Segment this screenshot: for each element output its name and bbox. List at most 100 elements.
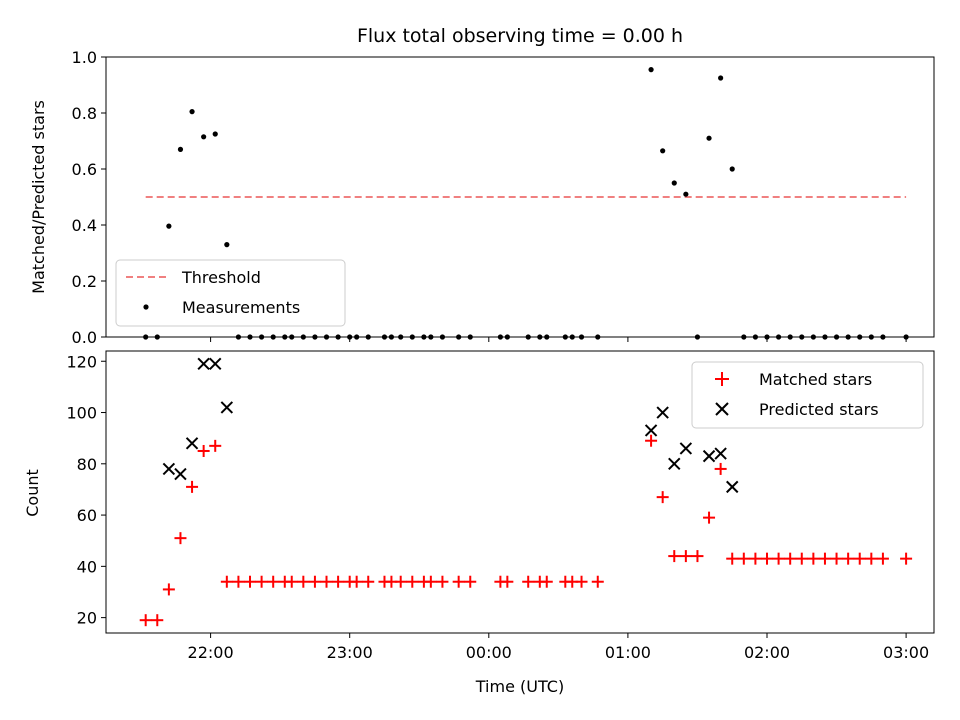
measurement-point: [683, 191, 689, 197]
matched-star-point: [876, 552, 889, 565]
bottom-panel: 20 40 60 80 100 120 22:00 23:00 00:00 01:00 02:00…: [23, 350, 935, 696]
top-axes-frame: [105, 56, 935, 338]
matched-star-point: [406, 575, 419, 588]
legend-threshold-label: Threshold: [181, 268, 261, 287]
matched-star-point: [656, 491, 669, 504]
top-legend: Threshold Measurements: [115, 259, 346, 327]
measurement-point: [660, 148, 666, 154]
matched-star-point: [575, 575, 588, 588]
predicted-star-point: [162, 462, 176, 476]
matched-star-point: [714, 462, 727, 475]
top-y-tick-label: 0.6: [72, 160, 97, 179]
top-y-ticks: 0.0 0.2 0.4 0.6 0.8 1.0: [72, 48, 106, 347]
matched-star-point: [749, 552, 762, 565]
top-y-tick-label: 0.4: [72, 216, 97, 235]
matched-star-point: [853, 552, 866, 565]
matched-star-point: [394, 575, 407, 588]
top-y-tick-label: 0.2: [72, 272, 97, 291]
matched-star-point: [865, 552, 878, 565]
matched-star-point: [197, 444, 210, 457]
matched-star-point: [244, 575, 257, 588]
matched-star-point: [139, 614, 152, 627]
top-y-tick-label: 0.8: [72, 104, 97, 123]
predicted-star-point: [714, 447, 727, 460]
predicted-star-point: [197, 357, 210, 371]
bottom-x-tick-label: 02:00: [744, 643, 790, 662]
predicted-star-point: [668, 457, 681, 471]
matched-star-point: [308, 575, 321, 588]
top-panel: Flux total observing time = 0.00 h 0.00.…: [29, 25, 935, 347]
legend-matched-swatch: [715, 372, 729, 386]
chart-title: Flux total observing time = 0.00 h: [357, 25, 683, 47]
top-y-tick-label: 0.0: [72, 328, 97, 347]
matched-star-point: [162, 583, 175, 596]
predicted-star-point: [726, 480, 739, 494]
matched-star-point: [591, 575, 604, 588]
matched-star-point: [267, 575, 280, 588]
matched-star-point: [452, 575, 465, 588]
matched-star-point: [737, 552, 750, 565]
measurement-point: [224, 242, 230, 248]
top-y-axis-label: Matched/Predicted stars: [29, 100, 48, 294]
bottom-y-axis-label: Count: [23, 469, 42, 517]
measurement-point: [177, 146, 184, 152]
measurement-point: [201, 134, 207, 140]
legend-predicted-swatch: [715, 402, 729, 416]
measurement-point: [648, 67, 654, 73]
matched-star-point: [209, 439, 222, 452]
bottom-y-tick-label: 120: [66, 352, 97, 371]
predicted-star-point: [656, 406, 669, 419]
predicted-star-point: [209, 357, 222, 371]
matched-star-point: [232, 575, 245, 588]
matched-star-point: [830, 552, 843, 565]
matched-star-point: [350, 575, 363, 588]
predicted-star-point: [220, 401, 234, 414]
matched-star-point: [679, 550, 692, 563]
measurement-point: [671, 180, 677, 186]
matched-star-point: [784, 552, 797, 565]
matched-star-point: [761, 552, 773, 565]
matched-star-point: [501, 575, 514, 588]
x-axis-label: Time (UTC): [475, 677, 564, 696]
legend-measurements-label: Measurements: [182, 298, 300, 317]
matched-star-point: [668, 550, 681, 563]
matched-star-point: [726, 552, 739, 565]
bottom-x-tick-label: 23:00: [327, 643, 373, 662]
matched-star-point: [285, 575, 298, 588]
bottom-x-tick-label: 01:00: [605, 643, 651, 662]
top-x-ticks: [210, 337, 907, 342]
matched-star-point: [645, 434, 658, 447]
measurement-point: [166, 223, 172, 229]
matched-star-point: [320, 575, 333, 588]
predicted-star-point: [702, 449, 716, 463]
matched-star-point: [174, 532, 187, 545]
matched-star-point: [362, 575, 375, 588]
bottom-plot-area: [139, 357, 913, 627]
matched-star-point: [436, 575, 449, 588]
bottom-x-tick-label: 03:00: [883, 643, 929, 662]
matched-star-point: [691, 550, 704, 563]
top-y-tick-label: 1.0: [72, 48, 97, 67]
predicted-star-point: [644, 424, 658, 437]
matched-star-point: [842, 552, 855, 565]
matched-star-point: [332, 575, 345, 588]
predicted-star-point: [174, 467, 187, 481]
matched-star-point: [297, 575, 310, 588]
matched-star-point: [255, 575, 268, 588]
bottom-legend-box: [691, 361, 924, 429]
matched-star-point: [522, 575, 535, 588]
bottom-y-tick-label: 100: [66, 404, 97, 423]
bottom-y-tick-label: 60: [77, 506, 97, 525]
matched-star-point: [772, 552, 785, 565]
matched-star-point: [151, 614, 164, 627]
bottom-y-tick-label: 40: [77, 557, 97, 576]
matched-star-point: [186, 480, 199, 493]
matched-star-point: [795, 552, 808, 565]
matched-star-point: [464, 575, 477, 588]
matched-star-point: [220, 575, 233, 588]
bottom-x-tick-label: 00:00: [466, 643, 512, 662]
bottom-x-ticks: 22:00 23:00 00:00 01:00 02:00 03:00: [188, 633, 929, 662]
bottom-axes-frame: [105, 350, 935, 634]
